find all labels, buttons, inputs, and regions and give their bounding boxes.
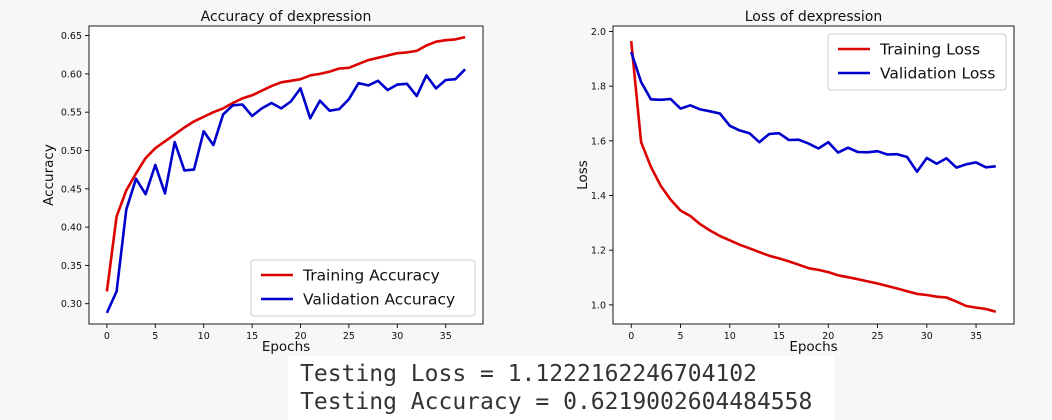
loss-x-tick-label: 20 — [822, 331, 834, 342]
loss-series-validation-loss — [629, 51, 996, 173]
accuracy-legend: Training Accuracy Validation Accuracy — [250, 259, 476, 317]
accuracy-y-tick-label: 0.55 — [61, 108, 82, 119]
loss-legend-label: Training Loss — [879, 41, 980, 59]
loss-y-tick-label: 1.8 — [591, 82, 606, 93]
loss-x-tick-label: 30 — [921, 331, 933, 342]
loss-y-tick-label: 1.4 — [591, 191, 606, 202]
loss-x-tick-label: 35 — [970, 331, 982, 342]
loss-series-training-loss — [629, 40, 997, 313]
accuracy-y-tick-label: 0.35 — [61, 261, 82, 272]
accuracy-y-tick-label: 0.65 — [61, 31, 82, 42]
loss-x-tick-label: 10 — [724, 331, 736, 342]
accuracy-x-tick-label: 35 — [440, 331, 452, 342]
accuracy-legend-label: Training Accuracy — [302, 267, 440, 285]
loss-legend: Training Loss Validation Loss — [827, 33, 1007, 91]
loss-legend-label: Validation Loss — [880, 65, 995, 83]
accuracy-x-tick-label: 20 — [294, 331, 306, 342]
testing-results-panel: Testing Loss = 1.1222162246704102 Testin… — [288, 356, 834, 420]
accuracy-y-tick-label: 0.60 — [61, 69, 82, 80]
loss-x-tick-label: 25 — [871, 331, 883, 342]
loss-x-tick-label: 0 — [628, 331, 634, 342]
loss-y-tick-label: 1.0 — [591, 300, 606, 311]
accuracy-x-axis-label: Epochs — [262, 339, 310, 355]
loss-x-tick-label: 15 — [773, 331, 785, 342]
accuracy-x-tick-label: 15 — [246, 331, 258, 342]
accuracy-series-training-accuracy — [105, 35, 466, 292]
loss-x-axis-label: Epochs — [789, 339, 837, 355]
loss-chart: Loss of dexpression 0 5 10 15 20 25 30 35 1.0 1.2 1… — [575, 9, 1015, 355]
accuracy-x-tick-label: 25 — [343, 331, 355, 342]
loss-x-tick-label: 5 — [677, 331, 683, 342]
accuracy-legend-label: Validation Accuracy — [303, 291, 455, 309]
loss-y-axis-label: Loss — [575, 160, 591, 190]
accuracy-chart-title: Accuracy of dexpression — [201, 9, 372, 25]
loss-chart-title: Loss of dexpression — [745, 9, 883, 25]
loss-y-tick-label: 2.0 — [591, 27, 606, 38]
accuracy-y-tick-label: 0.40 — [61, 223, 82, 234]
charts-figure: Accuracy of dexpression 0 5 10 15 20 25 30 35 0.3… — [41, 9, 1015, 355]
accuracy-series-validation-accuracy — [105, 68, 467, 314]
accuracy-y-tick-label: 0.50 — [61, 146, 82, 157]
accuracy-x-tick-label: 5 — [152, 331, 158, 342]
loss-y-tick-label: 1.6 — [591, 136, 606, 147]
testing-accuracy-text: Testing Accuracy = 0.6219002604484558 — [300, 389, 813, 415]
testing-loss-text: Testing Loss = 1.1222162246704102 — [300, 361, 757, 387]
accuracy-y-tick-label: 0.30 — [61, 299, 82, 310]
accuracy-y-axis-label: Accuracy — [41, 144, 57, 206]
accuracy-x-tick-label: 10 — [198, 331, 210, 342]
accuracy-legend-box — [250, 259, 476, 317]
accuracy-x-tick-label: 30 — [391, 331, 403, 342]
loss-plot-frame — [612, 25, 1015, 325]
accuracy-plot-frame — [88, 25, 484, 325]
loss-legend-box — [827, 33, 1007, 91]
loss-y-tick-label: 1.2 — [591, 246, 606, 257]
accuracy-x-tick-label: 0 — [104, 331, 110, 342]
accuracy-chart: Accuracy of dexpression 0 5 10 15 20 25 30 35 0.3… — [41, 9, 484, 355]
accuracy-y-tick-label: 0.45 — [61, 184, 82, 195]
